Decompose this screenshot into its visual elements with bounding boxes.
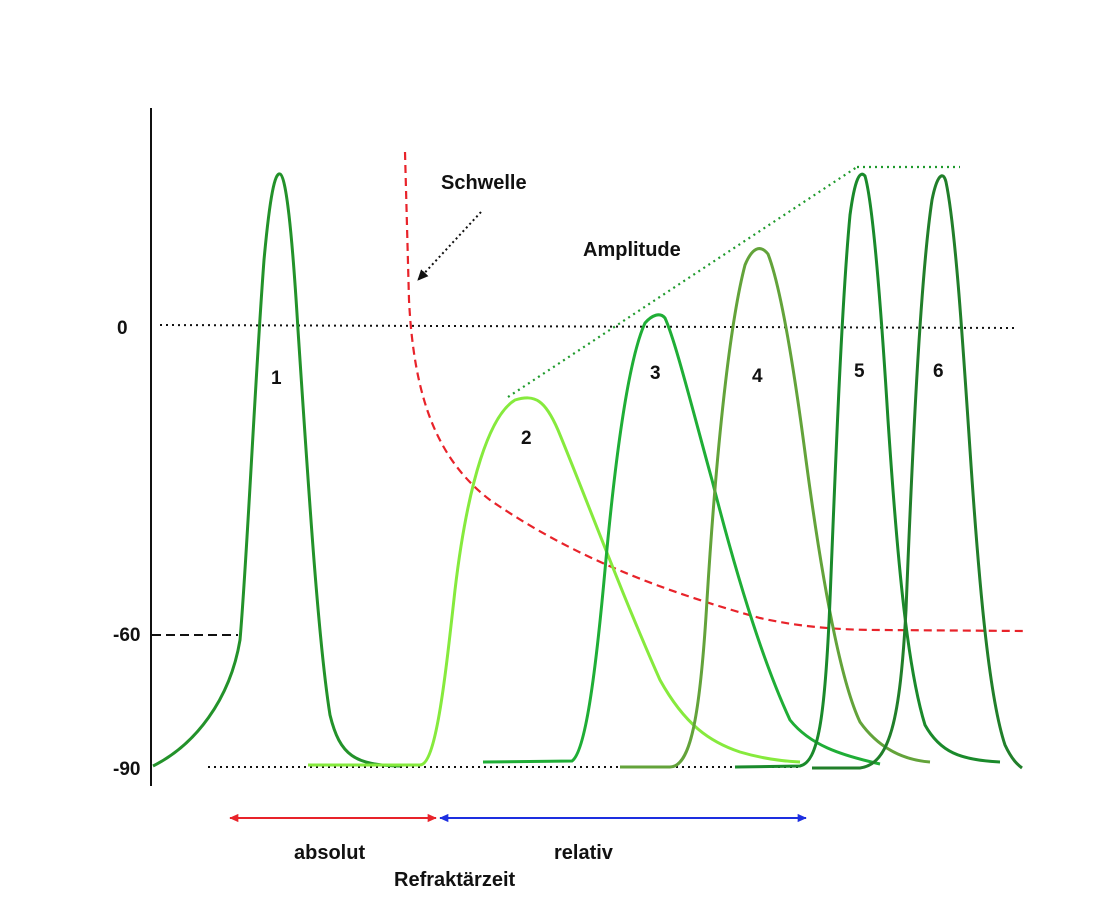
spike-label-1: 1	[271, 368, 282, 389]
refractory-period-label: Refraktärzeit	[394, 869, 516, 891]
spike-trace-2	[308, 396, 801, 767]
threshold-pointer-arrow	[417, 211, 482, 281]
spike-trace-4	[620, 247, 931, 769]
spike-trace-1	[152, 172, 401, 768]
spike-label-4: 4	[752, 366, 763, 387]
threshold-label: Schwelle	[441, 172, 527, 194]
spike-label-5: 5	[854, 361, 865, 382]
zero-reference-line	[159, 324, 1016, 329]
threshold-curve	[403, 151, 1026, 633]
spike-label-3: 3	[650, 363, 661, 384]
amplitude-label: Amplitude	[583, 239, 681, 261]
relative-refractory-label: relativ	[554, 842, 614, 864]
tick-label-0: 0	[117, 318, 128, 339]
amplitude-envelope-line	[507, 166, 858, 398]
tick-label-minus-90: -90	[113, 759, 140, 780]
spike-trace-3	[482, 313, 881, 766]
tick-label-minus-60: -60	[113, 625, 140, 646]
absolute-refractory-label: absolut	[294, 842, 365, 864]
spike-label-6: 6	[933, 361, 944, 382]
spike-trace-5	[734, 172, 1001, 769]
spike-trace-6	[812, 174, 1023, 770]
spike-label-2: 2	[521, 428, 532, 449]
